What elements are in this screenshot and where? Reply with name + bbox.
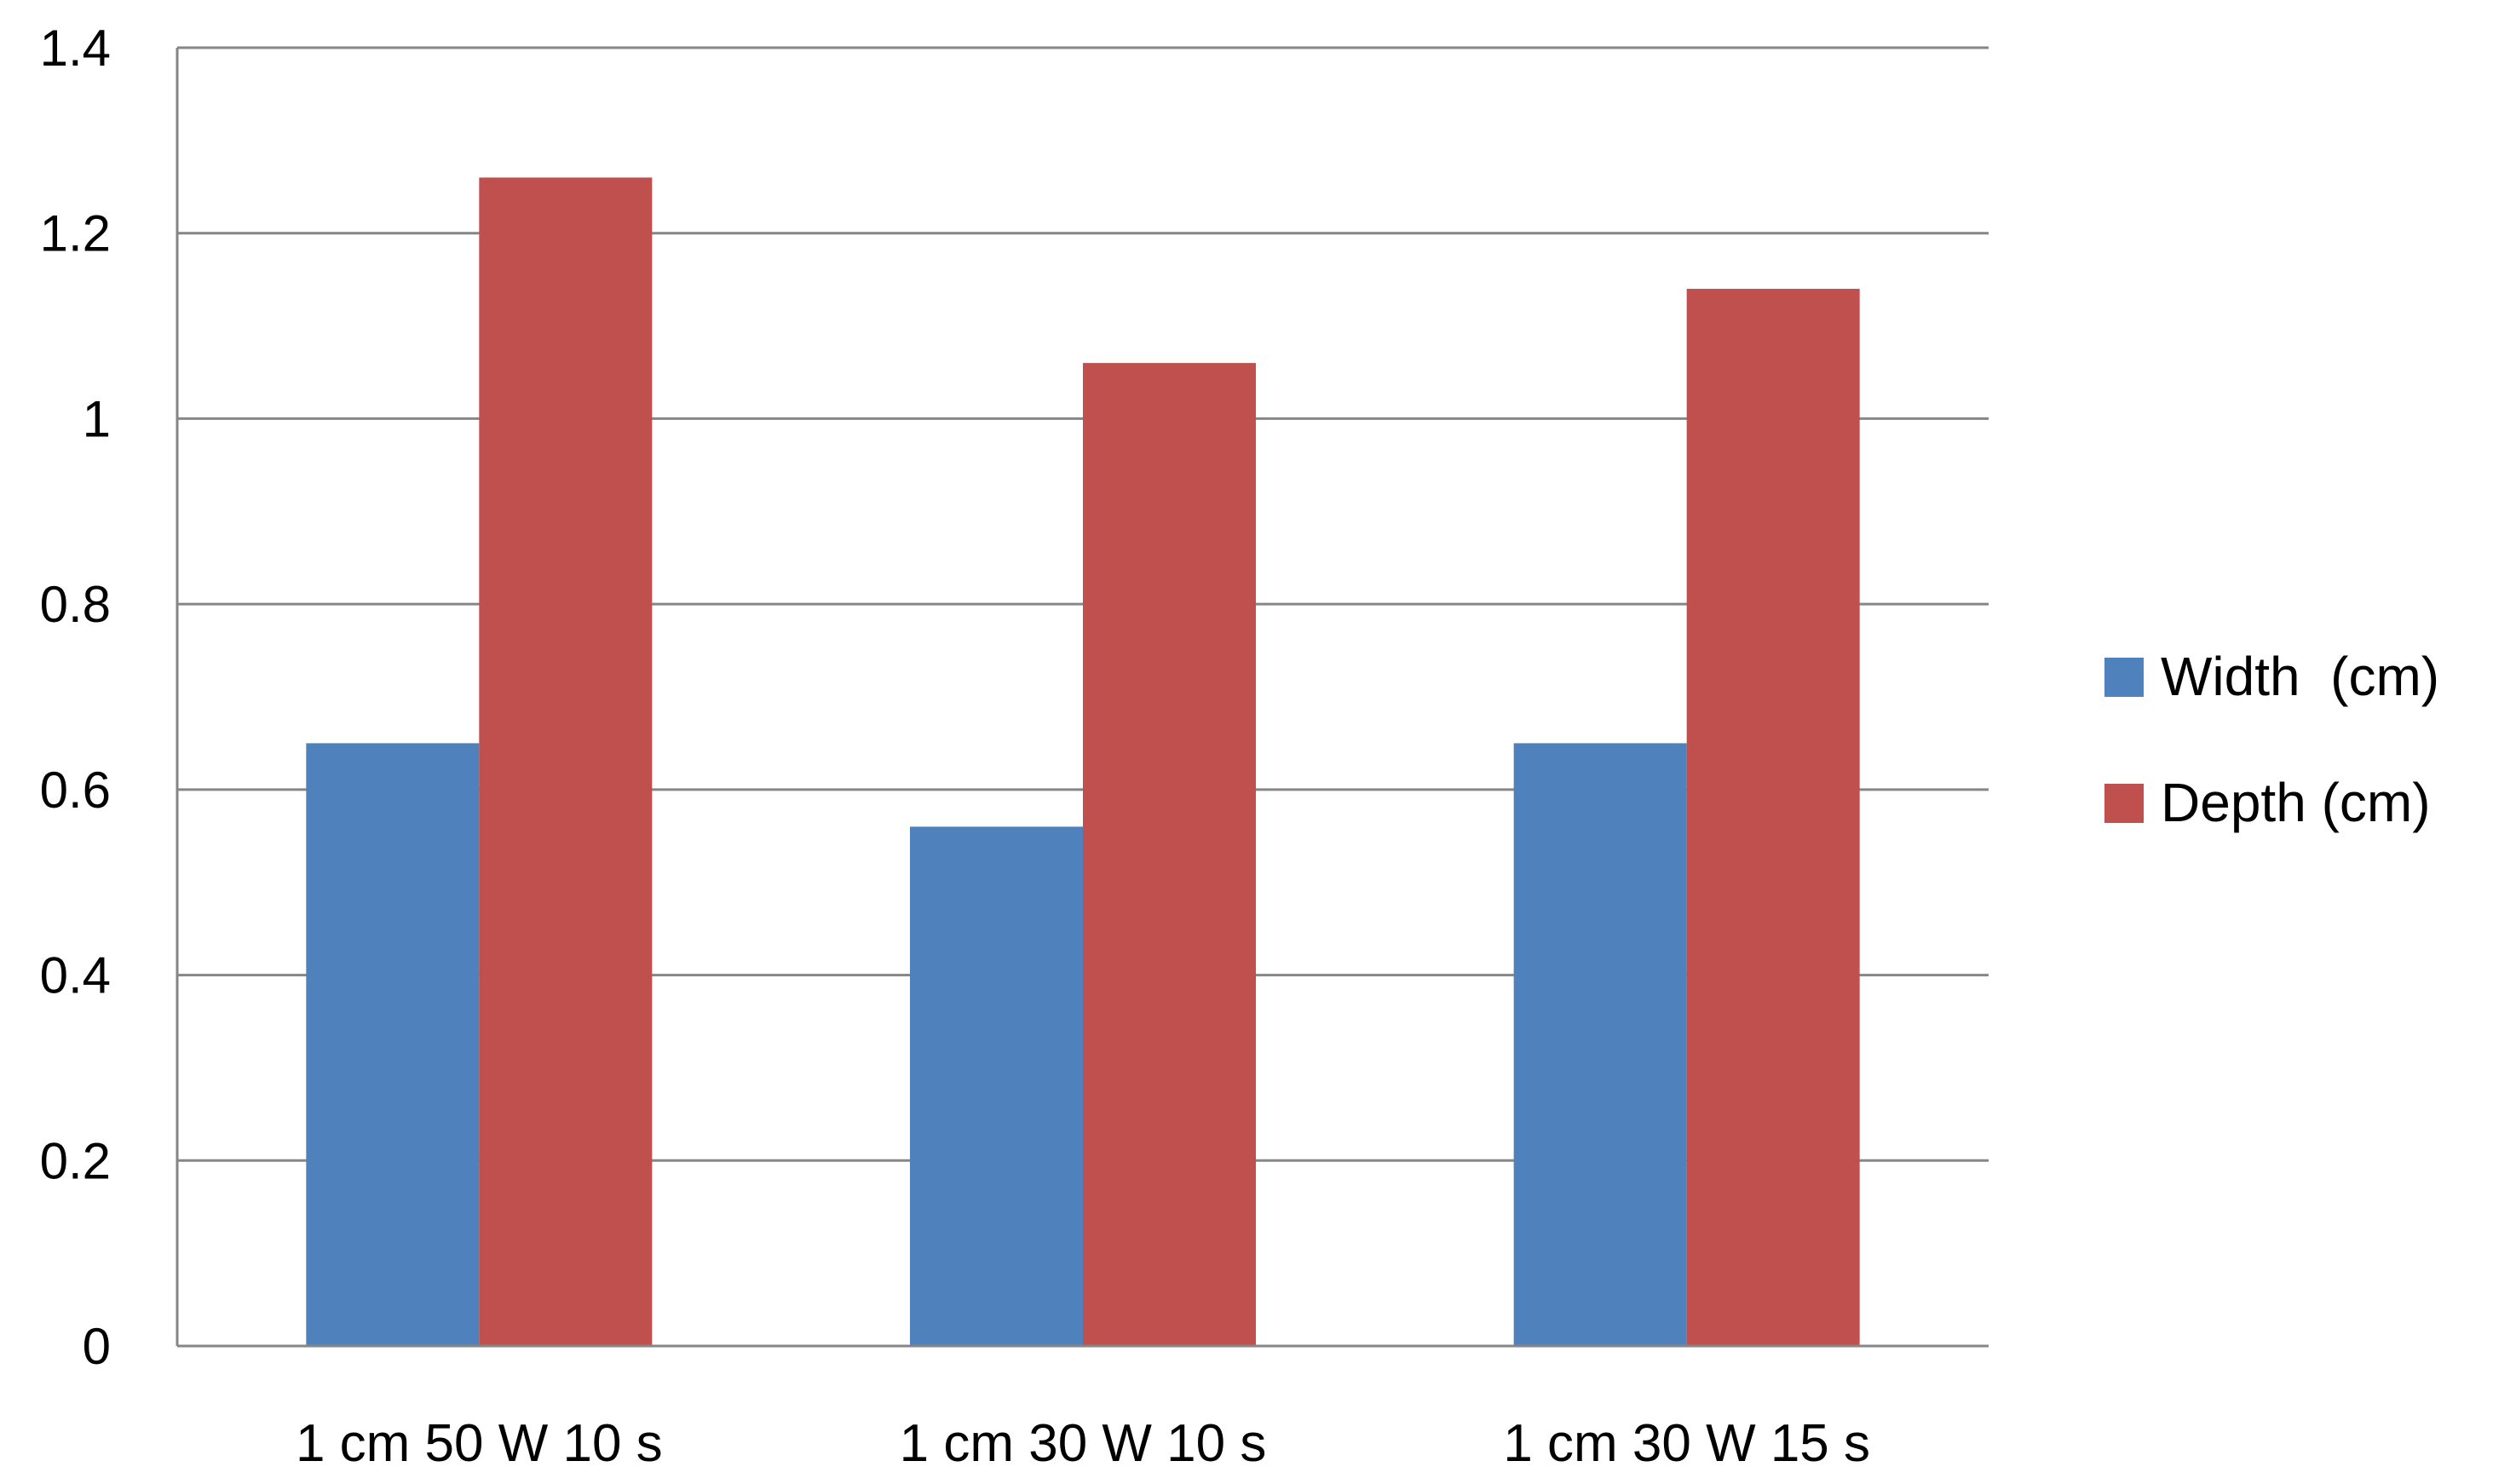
bar-depth-2 — [1083, 363, 1256, 1347]
legend-swatch-width — [2104, 658, 2144, 697]
y-tick-label: 0.2 — [40, 1132, 111, 1189]
y-tick-label: 0.8 — [40, 576, 111, 633]
legend-swatch-depth — [2104, 784, 2144, 823]
bar-width-1 — [306, 743, 480, 1346]
y-tick-label: 1.4 — [40, 20, 111, 77]
bar-width-2 — [910, 826, 1083, 1346]
category-labels: 1 cm 50 W 10 s 1 cm 30 W 10 s 1 cm 30 W 15… — [296, 1414, 1870, 1473]
y-tick-label: 0.4 — [40, 947, 111, 1004]
category-label: 1 cm 50 W 10 s — [296, 1414, 663, 1473]
legend-label-width: Width (cm) — [2161, 646, 2439, 707]
y-tick-label: 1.2 — [40, 205, 111, 262]
legend: Width (cm) Depth (cm) — [2104, 646, 2439, 833]
axes — [176, 48, 1989, 1348]
bar-depth-3 — [1686, 289, 1860, 1346]
category-label: 1 cm 30 W 15 s — [1503, 1414, 1870, 1473]
y-tick-labels: 0 0.2 0.4 0.6 0.8 1 1.2 1.4 — [40, 20, 111, 1375]
bars — [306, 177, 1860, 1347]
bar-depth-1 — [479, 177, 653, 1346]
y-tick-label: 1 — [83, 390, 111, 447]
bar-width-3 — [1513, 743, 1687, 1346]
y-tick-label: 0.6 — [40, 762, 111, 819]
y-tick-label: 0 — [83, 1318, 111, 1375]
category-label: 1 cm 30 W 10 s — [900, 1414, 1267, 1473]
legend-label-depth: Depth (cm) — [2161, 772, 2431, 833]
